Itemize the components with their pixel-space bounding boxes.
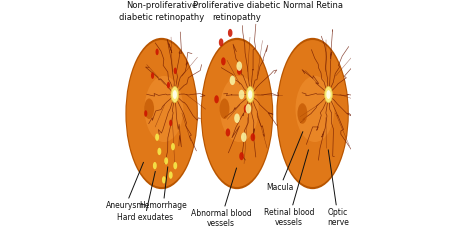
Ellipse shape — [173, 68, 177, 74]
Ellipse shape — [169, 171, 173, 179]
Ellipse shape — [173, 90, 177, 99]
Ellipse shape — [155, 49, 159, 55]
Ellipse shape — [171, 86, 179, 103]
Ellipse shape — [145, 76, 183, 142]
Text: Retinal blood
vessels: Retinal blood vessels — [264, 150, 314, 227]
Ellipse shape — [241, 132, 246, 142]
Ellipse shape — [144, 99, 154, 119]
Ellipse shape — [234, 114, 240, 123]
Ellipse shape — [246, 104, 251, 114]
Ellipse shape — [219, 99, 229, 119]
Ellipse shape — [219, 38, 223, 47]
Text: Optic
nerve: Optic nerve — [327, 150, 349, 227]
Ellipse shape — [155, 133, 159, 141]
Ellipse shape — [325, 86, 332, 103]
Ellipse shape — [246, 86, 254, 103]
Ellipse shape — [202, 40, 272, 187]
Ellipse shape — [277, 40, 348, 187]
Text: Aneurysm: Aneurysm — [106, 162, 145, 210]
Ellipse shape — [157, 148, 161, 155]
Text: Normal Retina: Normal Retina — [283, 1, 343, 10]
Ellipse shape — [251, 133, 255, 141]
Ellipse shape — [164, 157, 168, 165]
Ellipse shape — [229, 76, 235, 85]
Ellipse shape — [127, 40, 197, 187]
Ellipse shape — [244, 105, 248, 113]
Ellipse shape — [239, 90, 245, 99]
Ellipse shape — [201, 38, 273, 189]
Ellipse shape — [169, 120, 173, 126]
Ellipse shape — [298, 103, 307, 124]
Ellipse shape — [153, 162, 157, 169]
Ellipse shape — [295, 76, 334, 142]
Ellipse shape — [214, 95, 219, 103]
Ellipse shape — [226, 128, 230, 136]
Text: Abnormal blood
vessels: Abnormal blood vessels — [191, 168, 252, 227]
Ellipse shape — [276, 38, 349, 189]
Ellipse shape — [327, 90, 330, 99]
Ellipse shape — [162, 176, 166, 184]
Ellipse shape — [228, 29, 232, 37]
Text: Hard exudates: Hard exudates — [117, 171, 173, 222]
Ellipse shape — [221, 57, 226, 65]
Ellipse shape — [171, 143, 175, 150]
Ellipse shape — [239, 152, 244, 160]
Ellipse shape — [167, 82, 170, 88]
Text: Macula: Macula — [266, 132, 303, 192]
Ellipse shape — [220, 76, 259, 142]
Ellipse shape — [126, 38, 198, 189]
Ellipse shape — [248, 90, 252, 99]
Ellipse shape — [144, 110, 147, 117]
Text: Proliferative diabetic
retinopathy: Proliferative diabetic retinopathy — [193, 1, 281, 22]
Text: Non-proliferative
diabetic retinopathy: Non-proliferative diabetic retinopathy — [119, 1, 204, 22]
Ellipse shape — [237, 67, 242, 75]
Ellipse shape — [237, 61, 242, 71]
Ellipse shape — [151, 72, 154, 79]
Ellipse shape — [173, 162, 177, 169]
Text: Hemorrhage: Hemorrhage — [139, 167, 187, 210]
